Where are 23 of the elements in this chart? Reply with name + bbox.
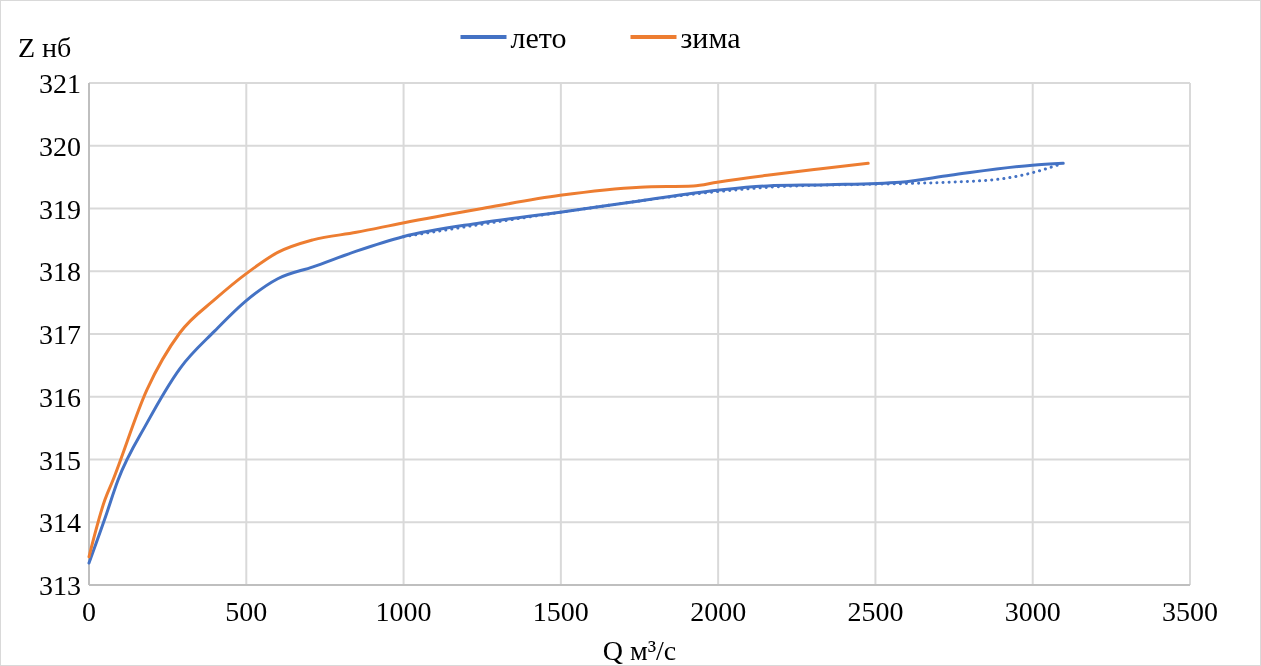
x-axis-title: Q м³/с bbox=[602, 635, 677, 666]
x-tick-label: 0 bbox=[82, 596, 96, 627]
y-tick-label: 317 bbox=[39, 319, 81, 350]
y-axis-title: Z нб bbox=[18, 32, 72, 63]
x-tick-label: 2000 bbox=[690, 596, 747, 627]
y-tick-label: 319 bbox=[39, 193, 81, 225]
x-tick-label: 3000 bbox=[1004, 596, 1061, 627]
line-series bbox=[87, 161, 870, 559]
y-tick-label: 321 bbox=[39, 68, 81, 99]
legend-label: лето bbox=[510, 21, 567, 54]
y-tick-label: 320 bbox=[39, 130, 81, 162]
y-tick-label: 316 bbox=[39, 381, 81, 413]
y-tick-label: 315 bbox=[39, 444, 81, 476]
y-tick-label: 313 bbox=[39, 570, 81, 601]
y-tick-label: 314 bbox=[39, 507, 81, 539]
legend-label: зима bbox=[680, 21, 741, 54]
x-tick-label: 2500 bbox=[847, 596, 904, 627]
x-tick-label: 1500 bbox=[532, 596, 589, 627]
line-series bbox=[87, 161, 1065, 565]
x-tick-label: 3500 bbox=[1162, 596, 1218, 627]
y-tick-label: 318 bbox=[39, 256, 81, 288]
x-tick-label: 500 bbox=[225, 596, 268, 627]
x-tick-label: 1000 bbox=[375, 596, 432, 627]
